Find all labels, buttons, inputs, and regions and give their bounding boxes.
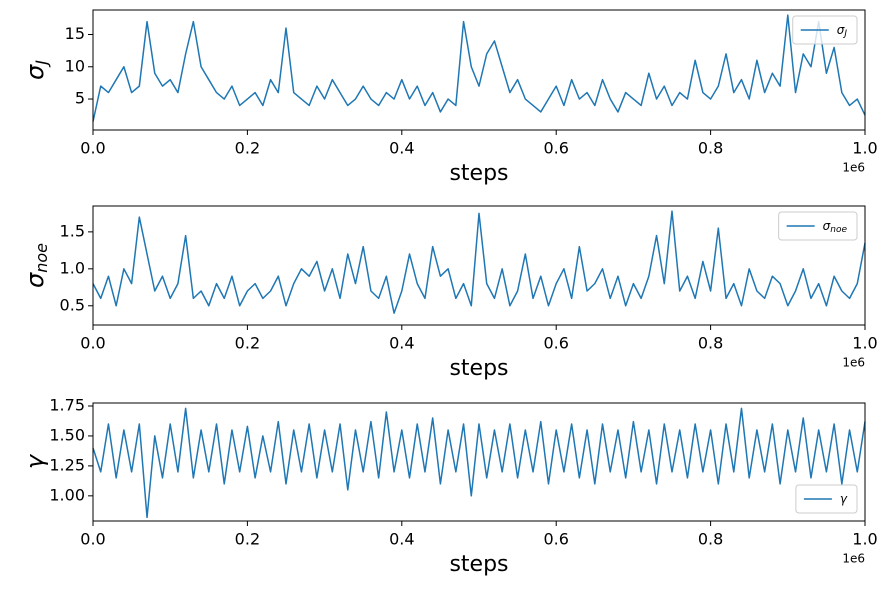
y-tick-label: 1.75 bbox=[49, 395, 85, 414]
x-tick-label: 0.8 bbox=[698, 334, 723, 353]
axes-frame bbox=[92, 402, 866, 522]
y-tick-label: 0.5 bbox=[60, 295, 85, 314]
y-tick-label: 15 bbox=[65, 24, 85, 43]
x-tick-label: 1.0 bbox=[852, 334, 877, 353]
legend-label: σnoe bbox=[823, 219, 848, 235]
x-axis-label: steps bbox=[449, 552, 508, 577]
x-tick-label: 0.2 bbox=[235, 530, 260, 549]
x-tick-label: 0.2 bbox=[235, 334, 260, 353]
y-tick-label: 1.25 bbox=[49, 455, 85, 474]
y-axis-label: σJ bbox=[21, 60, 51, 80]
y-tick-label: 1.5 bbox=[60, 221, 85, 240]
legend-frame bbox=[778, 211, 858, 241]
y-tick-label: 10 bbox=[65, 56, 85, 75]
x-offset-label: 1e6 bbox=[842, 552, 865, 566]
axes-frame bbox=[92, 9, 866, 131]
series-line bbox=[92, 407, 866, 519]
legend: γ bbox=[795, 484, 858, 514]
y-tick-label: 1.50 bbox=[49, 425, 85, 444]
y-axis-label-main: σ bbox=[21, 272, 49, 288]
legend: σnoe bbox=[778, 211, 858, 241]
x-tick-label: 0.4 bbox=[389, 530, 414, 549]
y-tick-label: 1.00 bbox=[49, 485, 85, 504]
x-tick-label: 1.0 bbox=[852, 530, 877, 549]
legend-label-main: σ bbox=[823, 219, 831, 233]
series-line bbox=[92, 14, 866, 122]
x-tick-label: 1.0 bbox=[852, 139, 877, 158]
y-tick-label: 1.0 bbox=[60, 258, 85, 277]
legend-label-sub: J bbox=[842, 29, 847, 39]
x-axis-label: steps bbox=[449, 161, 508, 186]
x-offset-label: 1e6 bbox=[842, 161, 865, 175]
x-tick-label: 0.4 bbox=[389, 139, 414, 158]
x-tick-label: 0.6 bbox=[543, 530, 568, 549]
y-axis-label-sub: noe bbox=[32, 243, 51, 273]
x-tick-label: 0.4 bbox=[389, 334, 414, 353]
legend-label-main: γ bbox=[840, 492, 848, 506]
legend: σJ bbox=[792, 15, 858, 45]
legend-label-sub: noe bbox=[830, 225, 847, 235]
x-tick-label: 0.0 bbox=[80, 334, 105, 353]
plot-area bbox=[92, 14, 866, 122]
y-axis-label: σnoe bbox=[21, 243, 51, 288]
x-tick-label: 0.6 bbox=[543, 139, 568, 158]
y-axis-label-main: σ bbox=[21, 64, 49, 80]
x-tick-label: 0.8 bbox=[698, 139, 723, 158]
x-tick-label: 0.0 bbox=[80, 530, 105, 549]
legend-label: σJ bbox=[837, 23, 848, 39]
y-axis-label-main: γ bbox=[21, 453, 49, 469]
x-tick-label: 0.8 bbox=[698, 530, 723, 549]
x-tick-label: 0.6 bbox=[543, 334, 568, 353]
x-axis-label: steps bbox=[449, 356, 508, 381]
series-line bbox=[92, 210, 866, 314]
y-tick-label: 5 bbox=[75, 89, 85, 108]
x-tick-label: 0.0 bbox=[80, 139, 105, 158]
legend-label: γ bbox=[840, 492, 848, 506]
plot-area bbox=[92, 407, 866, 519]
x-tick-label: 0.2 bbox=[235, 139, 260, 158]
x-offset-label: 1e6 bbox=[842, 356, 865, 370]
y-axis-label: γ bbox=[21, 453, 49, 469]
plot-area bbox=[92, 210, 866, 314]
axes-frame bbox=[92, 205, 866, 326]
y-axis-label-sub: J bbox=[32, 60, 51, 68]
legend-label-main: σ bbox=[837, 23, 845, 37]
